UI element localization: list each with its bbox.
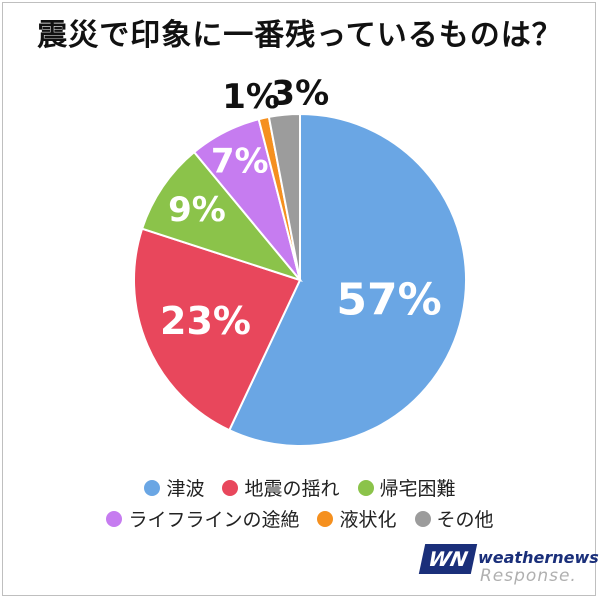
legend-label: その他 [436, 509, 494, 531]
legend-label: ライフラインの途絶 [128, 509, 300, 531]
legend-swatch [317, 510, 334, 527]
legend-row-1: 津波 地震の揺れ 帰宅困難 [0, 474, 600, 501]
slice-tsunami [227, 112, 467, 447]
logo-mark: WN [418, 544, 478, 574]
legend-label: 地震の揺れ [244, 478, 340, 500]
legend-swatch [222, 479, 239, 496]
legend-row-2: ライフラインの途絶 液状化 その他 [0, 505, 600, 532]
legend-item-liquefaction: 液状化 [317, 505, 397, 532]
weathernews-response-logo: WN weathernews Response. [418, 540, 599, 588]
slice-shaking [132, 227, 302, 432]
legend-swatch [357, 479, 374, 496]
legend-swatch [144, 479, 161, 496]
label-tsunami: 57% [336, 274, 441, 325]
legend-item-lifeline: ライフラインの途絶 [106, 505, 299, 532]
legend-swatch [414, 510, 431, 527]
legend-swatch [106, 510, 123, 527]
legend-item-shaking: 地震の揺れ [222, 474, 340, 501]
slice-stranded [140, 150, 303, 283]
chart-title: 震災で印象に一番残っているものは？ [37, 18, 563, 53]
label-liquefaction: 1% [222, 77, 280, 117]
legend-label: 津波 [166, 478, 205, 500]
logo-partner: Response. [480, 566, 577, 586]
legend-label: 帰宅困難 [379, 478, 456, 500]
legend-item-other: その他 [414, 505, 494, 532]
legend-label: 液状化 [339, 509, 397, 531]
legend-item-stranded: 帰宅困難 [357, 474, 456, 501]
label-lifeline: 7% [211, 142, 269, 182]
logo-brand: weathernews [478, 548, 599, 567]
label-other: 3% [271, 73, 329, 113]
legend-item-tsunami: 津波 [144, 474, 204, 501]
label-stranded: 9% [168, 190, 226, 230]
label-shaking: 23% [160, 299, 251, 343]
slice-other [267, 112, 301, 281]
